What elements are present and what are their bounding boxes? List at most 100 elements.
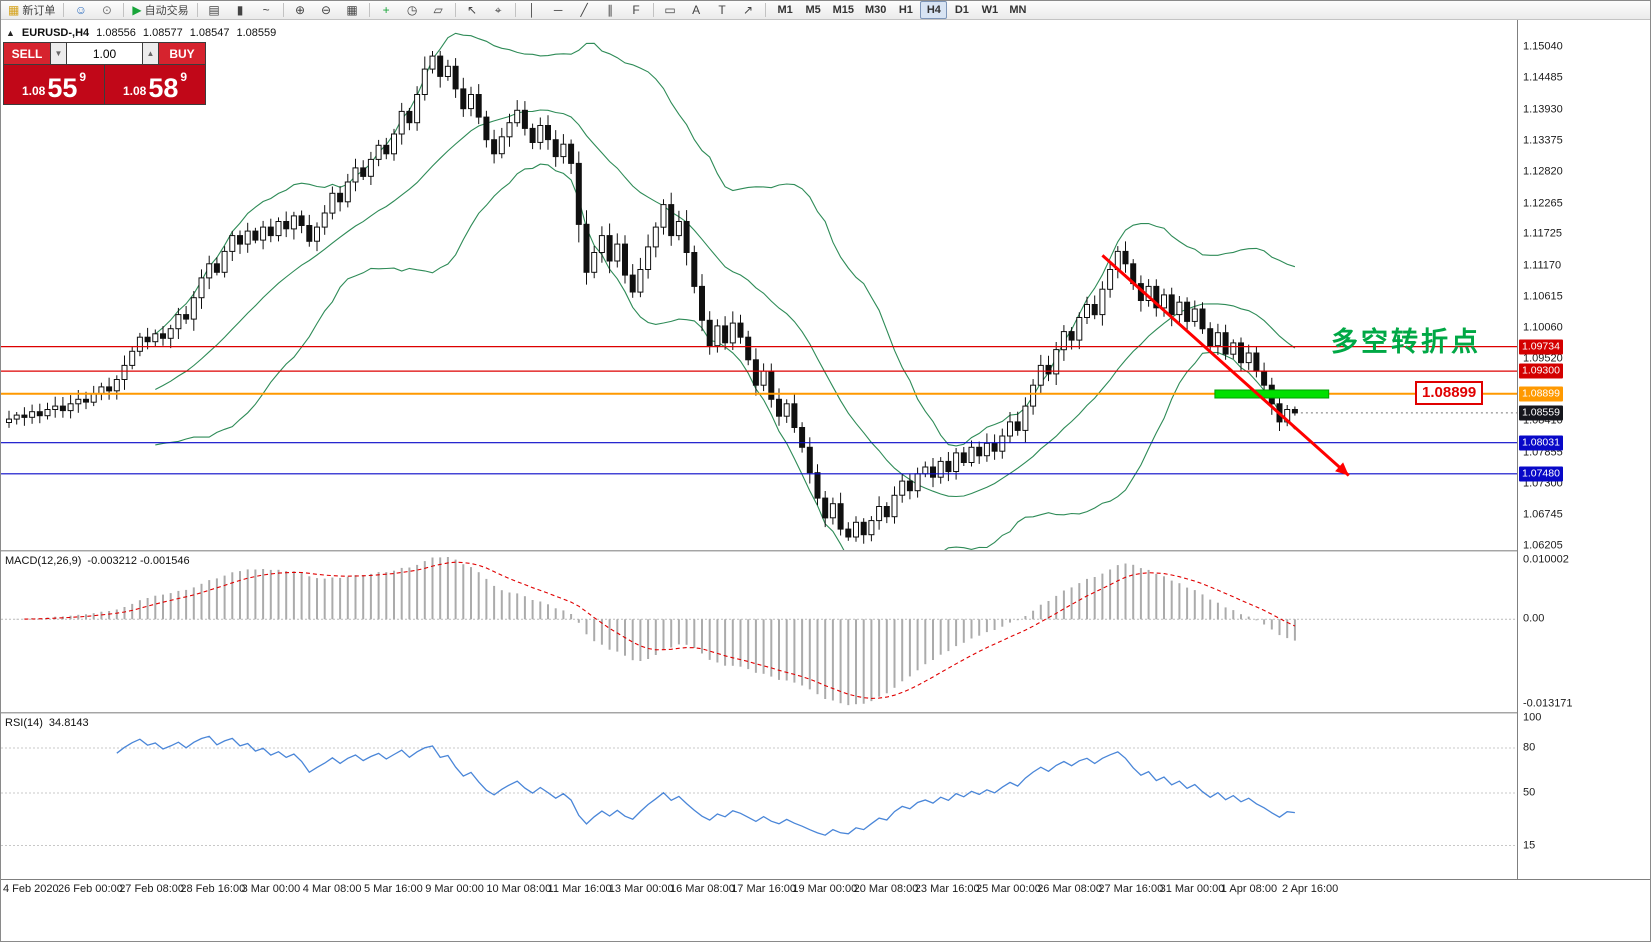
ohlc-close: 1.08559: [236, 27, 277, 39]
axis-scale-label: 1.13930: [1523, 103, 1563, 116]
annotation-trend-arrow[interactable]: [1101, 254, 1350, 477]
bar-chart-icon: ▤: [208, 3, 220, 17]
cursor-icon: ↖: [467, 3, 478, 17]
timeframe-m5-button[interactable]: M5: [805, 4, 821, 16]
annotation-price-callout[interactable]: 1.08899: [1415, 381, 1484, 405]
one-click-collapse-arrow[interactable]: ▲: [6, 28, 15, 38]
axis-scale-label: 1.14485: [1523, 71, 1563, 84]
timeframe-h4-button[interactable]: H4: [920, 1, 948, 19]
date-axis-label: 16 Mar 08:00: [670, 883, 735, 895]
shapes-button[interactable]: ▭: [658, 1, 683, 19]
fibonacci-button[interactable]: F: [624, 1, 649, 19]
panel-separator[interactable]: [1, 550, 1650, 552]
annotation-highlight-rect[interactable]: [1214, 389, 1330, 399]
bar-chart-button[interactable]: ▤: [202, 1, 227, 19]
date-axis-label: 31 Mar 00:00: [1159, 883, 1225, 895]
candlestick-chart-button[interactable]: ▮: [228, 1, 253, 19]
volume-up-button[interactable]: ▲: [143, 43, 158, 64]
text-button[interactable]: A: [684, 1, 709, 19]
macd-indicator-canvas[interactable]: [1, 552, 1517, 712]
candles-layer: [6, 50, 1298, 544]
rsi-title: RSI(14): [5, 717, 43, 729]
zoom-in-button[interactable]: ⊕: [288, 1, 313, 19]
trendline-button[interactable]: ╱: [572, 1, 597, 19]
bollinger-bands: [154, 32, 1296, 550]
volume-down-button[interactable]: ▼: [51, 43, 66, 64]
price-line-label: 1.08899: [1519, 386, 1563, 402]
price-line-label: 1.07480: [1519, 466, 1563, 482]
autotrading-button[interactable]: ▶ 自动交易: [128, 1, 192, 19]
timeframe-d1-button[interactable]: D1: [954, 4, 969, 16]
timeframe-w1-button[interactable]: W1: [981, 4, 999, 16]
date-axis-label: 27 Feb 08:00: [119, 883, 185, 895]
toolbar-separator: [514, 3, 516, 17]
date-axis-label: 4 Feb 2020: [3, 883, 59, 895]
axis-scale-label: 1.11170: [1523, 259, 1562, 272]
equidistant-channel-button[interactable]: ∥: [598, 1, 623, 19]
price-line-label: 1.09734: [1519, 339, 1563, 355]
panel-separator[interactable]: [1, 712, 1650, 714]
main-chart-canvas[interactable]: [1, 20, 1517, 550]
price-line-label: 1.08559: [1519, 405, 1563, 421]
timeframe-mn-button[interactable]: MN: [1009, 4, 1027, 16]
arrow-tools-button[interactable]: ↗: [736, 1, 761, 19]
axis-scale-label: 1.13375: [1523, 134, 1563, 147]
candlestick-chart-icon: ▮: [236, 3, 244, 17]
toolbar-separator: [454, 3, 456, 17]
indicators-button[interactable]: +: [374, 1, 399, 19]
tile-windows-button[interactable]: ▦: [340, 1, 365, 19]
date-axis-label: 20 Mar 08:00: [853, 883, 919, 895]
timeframe-m1-button[interactable]: M1: [777, 4, 793, 16]
new-order-icon: ▦: [8, 3, 20, 17]
date-axis-label: 23 Mar 16:00: [914, 883, 980, 895]
templates-button[interactable]: ▱: [426, 1, 451, 19]
fibonacci-icon: F: [632, 3, 640, 17]
buy-price-button[interactable]: 1.08 58 9: [105, 65, 205, 104]
axis-scale-label: 100: [1523, 711, 1542, 724]
buy-price-head: 1.08: [122, 84, 147, 98]
rsi-indicator-canvas[interactable]: [1, 714, 1517, 878]
vertical-line-icon: │: [528, 3, 536, 17]
cursor-button[interactable]: ↖: [460, 1, 485, 19]
axis-scale-label: 0.010002: [1523, 553, 1569, 566]
profile-button[interactable]: ☺: [68, 1, 93, 19]
community-button[interactable]: ⊙: [94, 1, 119, 19]
macd-histogram: [15, 557, 1296, 706]
sell-price-button[interactable]: 1.08 55 9: [4, 65, 104, 104]
macd-indicator-label: MACD(12,26,9) -0.003212 -0.001546: [5, 555, 190, 567]
crosshair-button[interactable]: ⌖: [486, 1, 511, 19]
buy-button[interactable]: BUY: [159, 43, 205, 64]
date-axis-label: 25 Mar 00:00: [976, 883, 1041, 895]
price-axis[interactable]: 1.15040 1.14485 1.13930 1.13375 1.12820 1.122…: [1517, 20, 1650, 879]
macd-values: -0.003212 -0.001546: [87, 555, 190, 567]
new-order-button[interactable]: ▦ 新订单: [4, 1, 59, 19]
axis-scale-label: 1.12265: [1523, 197, 1563, 210]
timeframe-h1-button[interactable]: H1: [898, 4, 913, 16]
line-chart-button[interactable]: ~: [254, 1, 279, 19]
rsi-indicator-label: RSI(14) 34.8143: [5, 717, 89, 729]
community-icon: ⊙: [101, 3, 112, 17]
timeframe-m15-button[interactable]: M15: [832, 4, 854, 16]
horizontal-line-button[interactable]: ─: [546, 1, 571, 19]
vertical-line-button[interactable]: │: [520, 1, 545, 19]
label-icon: T: [718, 3, 726, 17]
toolbar: ▦ 新订单 ☺ ⊙ ▶ 自动交易 ▤ ▮ ~ ⊕ ⊖ ▦ + ◷ ▱ ↖ ⌖ │ ─ ╱ ∥ F ▭ A T ↗ M1 M5 M15 M3…: [1, 1, 1650, 20]
volume-input[interactable]: 1.00: [67, 43, 142, 64]
toolbar-separator: [282, 3, 284, 17]
date-axis-label: 28 Feb 16:00: [180, 883, 246, 895]
date-axis[interactable]: 4 Feb 2020 26 Feb 00:00 27 Feb 08:00 28 Feb…: [1, 879, 1650, 897]
macd-title: MACD(12,26,9): [5, 555, 82, 567]
periods-button[interactable]: ◷: [400, 1, 425, 19]
date-axis-label: 11 Mar 16:00: [547, 883, 612, 895]
templates-icon: ▱: [433, 3, 443, 17]
date-axis-label: 3 Mar 00:00: [241, 883, 301, 895]
axis-scale-label: 1.06745: [1523, 508, 1563, 521]
zoom-out-icon: ⊖: [321, 3, 332, 17]
label-button[interactable]: T: [710, 1, 735, 19]
timeframe-m30-button[interactable]: M30: [864, 4, 887, 16]
sell-button[interactable]: SELL: [4, 43, 50, 64]
zoom-out-button[interactable]: ⊖: [314, 1, 339, 19]
sell-price-head: 1.08: [21, 84, 46, 98]
annotation-turning-point-text[interactable]: 多空转折点: [1331, 327, 1481, 357]
axis-scale-label: 1.11725: [1523, 227, 1562, 240]
